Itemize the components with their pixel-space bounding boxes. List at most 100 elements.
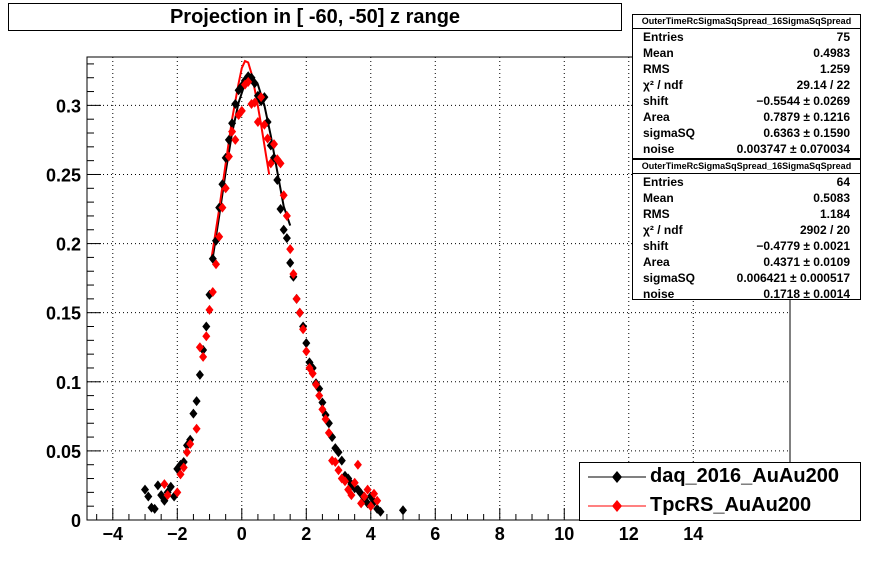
stats-row: Area 0.7879 ± 0.1216	[633, 109, 860, 125]
stats-row: χ² / ndf 2902 / 20	[633, 222, 860, 238]
x-tick-label: 12	[619, 524, 639, 544]
data-point	[286, 257, 295, 268]
y-tick-label: 0.2	[56, 235, 81, 255]
y-tick-label: 0.05	[46, 442, 81, 462]
data-point	[186, 439, 195, 449]
data-point	[312, 379, 320, 390]
stats-row: χ² / ndf 29.14 / 22	[633, 77, 860, 93]
data-point	[215, 231, 224, 242]
legend-entry-daq: daq_2016_AuAu200	[580, 463, 860, 491]
stats-row: shift −0.5544 ± 0.0269	[633, 93, 860, 109]
data-point	[334, 447, 343, 458]
data-point	[376, 506, 385, 517]
x-tick-label: 8	[495, 524, 505, 544]
data-point	[318, 404, 327, 415]
stats-row: noise 0.1718 ± 0.0014	[633, 286, 860, 302]
data-point	[163, 490, 172, 501]
data-point	[253, 117, 262, 127]
data-point	[279, 190, 288, 201]
stats-label: shift	[643, 239, 669, 253]
data-point	[179, 462, 188, 473]
data-point	[231, 134, 240, 145]
axes: −4 −2 0 2 4 6 8 10 12 14 0 0.05 0.1 0.15 0.2 0.25 0.3	[46, 63, 775, 544]
stats-value: 0.003747 ± 0.070034	[736, 142, 850, 156]
stats-label: RMS	[643, 207, 670, 221]
stats-value: 1.184	[819, 207, 850, 221]
data-point	[299, 324, 308, 335]
data-point	[366, 501, 375, 512]
stats-label: noise	[643, 142, 675, 156]
data-point	[373, 495, 382, 506]
data-point	[357, 498, 366, 509]
data-point	[244, 76, 253, 87]
data-point	[353, 459, 362, 470]
data-point	[276, 204, 285, 214]
data-point	[331, 457, 340, 467]
stats-row: noise 0.003747 ± 0.070034	[633, 141, 860, 157]
stats-label: Entries	[643, 175, 684, 189]
data-point	[360, 491, 369, 502]
data-point	[260, 119, 269, 130]
stats-label: Entries	[643, 30, 684, 44]
data-point	[289, 269, 298, 279]
data-point	[250, 78, 259, 89]
legend: daq_2016_AuAu200 TpcRS_AuAu200	[579, 462, 861, 521]
data-point	[302, 346, 311, 357]
stats-row: sigmaSQ 0.6363 ± 0.1590	[633, 125, 860, 141]
data-point	[224, 151, 233, 162]
stats-value: −0.4779 ± 0.0021	[756, 239, 850, 253]
data-point	[370, 488, 378, 499]
y-tick-label: 0.15	[46, 304, 81, 324]
x-tick-label: −2	[167, 524, 188, 544]
data-point	[276, 158, 285, 169]
data-point	[144, 491, 153, 502]
stats-label: noise	[643, 287, 675, 301]
data-point	[195, 369, 204, 380]
stats-value: 0.4983	[813, 46, 850, 60]
data-point	[250, 97, 259, 108]
data-point	[266, 158, 275, 169]
data-point	[173, 487, 182, 498]
stats-box-tpcrs: OuterTimeRcSigmaSqSpread_16SigmaSqSpread…	[632, 159, 861, 302]
data-point	[315, 390, 324, 401]
data-point	[176, 469, 185, 480]
data-point	[208, 287, 217, 297]
legend-label-daq: daq_2016_AuAu200	[650, 465, 839, 487]
legend-entry-tpcrs: TpcRS_AuAu200	[580, 492, 860, 520]
data-point	[179, 457, 188, 467]
y-tick-label: 0.1	[56, 373, 81, 393]
data-point	[202, 321, 211, 332]
data-point	[286, 244, 295, 255]
data-point	[228, 126, 237, 137]
data-point	[373, 503, 382, 514]
data-point	[292, 293, 301, 304]
stats-value: −0.5544 ± 0.0269	[756, 94, 850, 108]
stats-value: 0.4371 ± 0.0109	[763, 255, 850, 269]
data-point	[160, 479, 169, 490]
data-point	[270, 139, 278, 150]
data-point	[399, 505, 407, 516]
data-point	[166, 481, 175, 492]
data-point	[257, 92, 266, 103]
y-tick-label: 0.25	[46, 165, 81, 185]
stats-row: Entries 75	[633, 29, 860, 45]
stats-label: χ² / ndf	[643, 78, 683, 92]
stats-value: 0.7879 ± 0.1216	[763, 110, 850, 124]
stats-row: RMS 1.184	[633, 206, 860, 222]
stats-value: 64	[836, 175, 850, 189]
stats-value: 29.14 / 22	[796, 78, 850, 92]
stats-label: shift	[643, 94, 669, 108]
data-point	[205, 304, 214, 315]
stats-row: Entries 64	[633, 174, 860, 190]
data-point	[279, 224, 288, 235]
data-point	[183, 447, 191, 458]
stats-row: Mean 0.5083	[633, 190, 860, 206]
stats-label: sigmaSQ	[643, 271, 696, 285]
data-point	[273, 175, 282, 185]
data-point	[282, 233, 291, 244]
data-point	[153, 480, 162, 491]
stats-value: 2902 / 20	[799, 223, 850, 237]
data-point	[295, 307, 304, 318]
data-point	[324, 427, 333, 438]
